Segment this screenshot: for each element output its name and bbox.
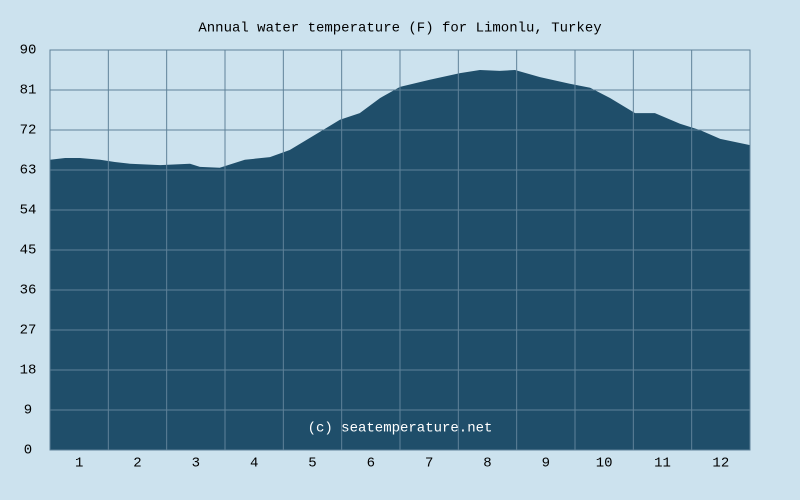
- x-tick-label: 10: [596, 456, 613, 472]
- y-tick-label: 27: [20, 323, 37, 339]
- watermark: (c) seatemperature.net: [308, 421, 493, 437]
- y-tick-label: 63: [20, 163, 37, 179]
- y-tick-label: 0: [24, 443, 32, 459]
- x-tick-label: 9: [542, 456, 550, 472]
- y-tick-label: 54: [20, 203, 37, 219]
- x-tick-label: 11: [654, 456, 671, 472]
- x-tick-label: 3: [192, 456, 200, 472]
- x-tick-label: 2: [133, 456, 141, 472]
- x-tick-label: 7: [425, 456, 433, 472]
- y-tick-label: 18: [20, 363, 37, 379]
- x-tick-label: 12: [712, 456, 729, 472]
- y-tick-label: 90: [20, 43, 37, 59]
- y-tick-label: 81: [20, 83, 37, 99]
- y-tick-label: 45: [20, 243, 37, 259]
- y-tick-label: 9: [24, 403, 32, 419]
- x-tick-label: 5: [308, 456, 316, 472]
- chart-title: Annual water temperature (F) for Limonlu…: [198, 21, 601, 37]
- y-tick-label: 72: [20, 123, 37, 139]
- y-tick-label: 36: [20, 283, 37, 299]
- plot-frame: [49, 49, 751, 451]
- x-tick-label: 6: [367, 456, 375, 472]
- x-tick-label: 1: [75, 456, 83, 472]
- x-tick-label: 4: [250, 456, 258, 472]
- x-tick-label: 8: [483, 456, 491, 472]
